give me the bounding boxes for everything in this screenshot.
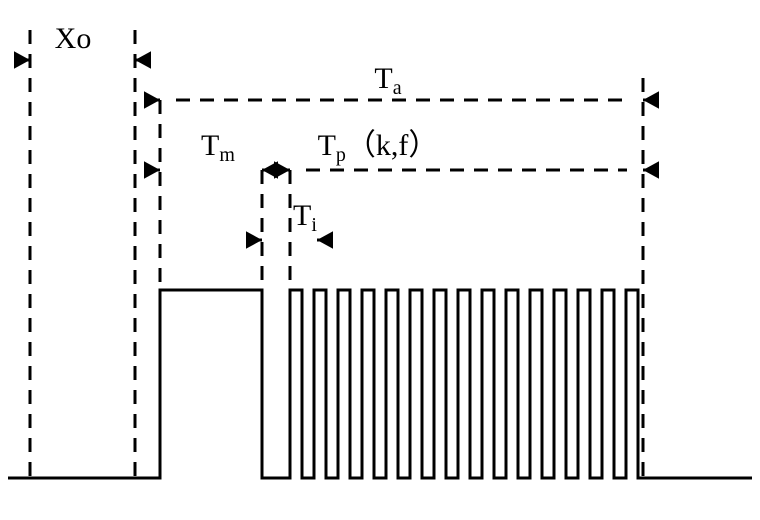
label-tm: Tm	[201, 129, 235, 166]
label-ti-sub: i	[311, 214, 317, 236]
timing-diagram: Xo Ta Tm Tp（k,f）Ti	[0, 0, 760, 520]
label-tp-suffix: （k,f）	[346, 129, 439, 162]
label-xo: Xo	[55, 22, 92, 55]
waveform	[8, 290, 752, 478]
label-tp-sub: p	[336, 144, 346, 166]
label-tm-sub: m	[219, 144, 235, 166]
label-ta: Ta	[374, 62, 401, 99]
label-tp: Tp（k,f）	[318, 129, 439, 166]
label-ti: Ti	[293, 199, 317, 236]
label-ta-sub: a	[393, 77, 402, 99]
